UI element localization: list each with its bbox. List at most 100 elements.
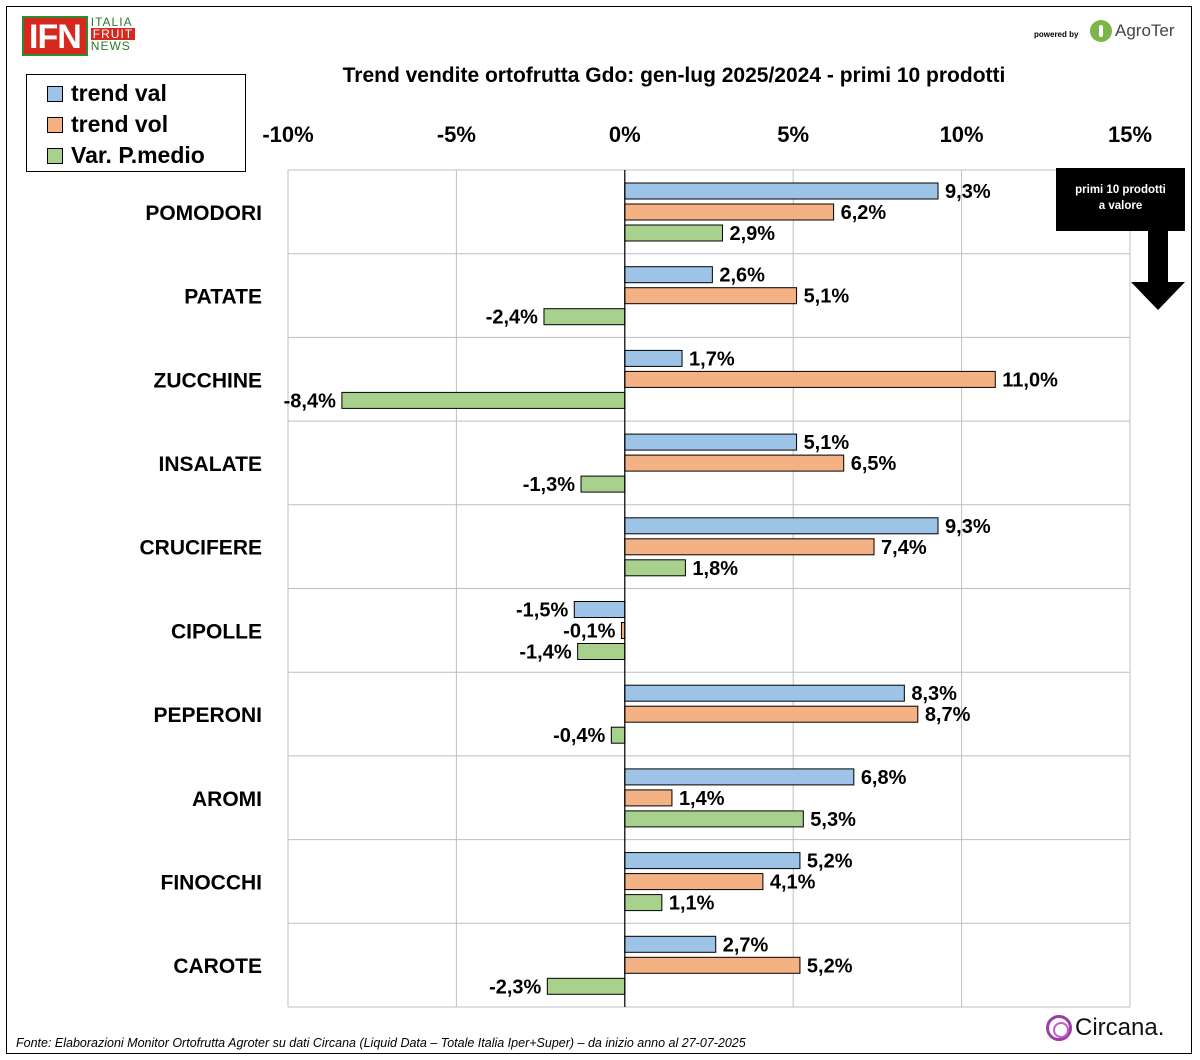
- data-label: -2,3%: [489, 976, 541, 998]
- bar: [624, 559, 686, 577]
- data-label: 5,3%: [810, 809, 856, 831]
- data-label: 4,1%: [770, 872, 816, 894]
- bar: [610, 726, 626, 744]
- chart-legend: trend val trend vol Var. P.medio: [26, 74, 246, 172]
- ifn-logo-line2: FRUIT: [90, 27, 136, 41]
- ifn-logo-mark: IFN: [22, 16, 88, 56]
- chart-frame: [6, 6, 1192, 1054]
- bar: [624, 705, 919, 723]
- data-label: -1,4%: [519, 642, 571, 664]
- x-tick-label: 0%: [609, 122, 641, 147]
- bar: [624, 789, 673, 807]
- data-label: 5,1%: [804, 286, 850, 308]
- data-label: 1,1%: [669, 893, 715, 915]
- category-label: CAROTE: [173, 955, 262, 978]
- data-label: 9,3%: [945, 181, 991, 203]
- top10-note-line1: primi 10 prodotti: [1075, 184, 1166, 196]
- data-label: -8,4%: [284, 390, 336, 412]
- legend-item-trend-vol: trend vol: [47, 109, 245, 140]
- x-tick-label: -5%: [437, 122, 476, 147]
- data-label: 6,8%: [861, 767, 907, 789]
- bar: [624, 433, 798, 451]
- agroter-logo: AgroTer: [1090, 20, 1175, 42]
- bar: [624, 224, 723, 242]
- bar: [624, 538, 875, 556]
- data-label: 11,0%: [1002, 369, 1058, 391]
- category-label: PEPERONI: [153, 704, 262, 727]
- legend-item-var-pmedio: Var. P.medio: [47, 140, 245, 171]
- legend-swatch-trend-vol: [47, 116, 63, 133]
- x-tick-label: 15%: [1108, 122, 1152, 147]
- category-label: ZUCCHINE: [154, 369, 263, 392]
- agroter-wordmark: AgroTer: [1115, 21, 1175, 40]
- data-label: 2,9%: [729, 223, 775, 245]
- category-label: PATATE: [184, 286, 262, 309]
- legend-item-trend-val: trend val: [47, 78, 245, 109]
- source-footnote: Fonte: Elaborazioni Monitor Ortofrutta A…: [16, 1036, 746, 1050]
- bar: [624, 956, 801, 974]
- category-label: INSALATE: [159, 453, 262, 476]
- bar: [624, 852, 801, 870]
- category-label: CIPOLLE: [171, 620, 262, 643]
- legend-label-trend-val: trend val: [71, 80, 167, 106]
- data-label: 7,4%: [881, 537, 927, 559]
- bar: [624, 454, 845, 472]
- legend-swatch-var-pmedio: [47, 147, 63, 164]
- data-label: 5,2%: [807, 851, 853, 873]
- data-label: -1,5%: [516, 600, 568, 622]
- bar: [341, 391, 626, 409]
- bar: [624, 517, 939, 535]
- ifn-logo-line3: NEWS: [90, 39, 131, 53]
- data-label: 1,8%: [692, 558, 738, 580]
- agroter-tree-icon: [1090, 20, 1112, 42]
- data-label: -1,3%: [523, 474, 575, 496]
- down-arrow-head-icon: [1131, 282, 1185, 310]
- category-label: FINOCCHI: [161, 871, 263, 894]
- bar: [624, 810, 804, 828]
- bar: [624, 935, 717, 953]
- bar: [624, 349, 683, 367]
- bar: [624, 287, 798, 305]
- powered-by-label: powered by: [1034, 30, 1079, 39]
- data-label: -0,1%: [563, 621, 615, 643]
- x-tick-label: 10%: [940, 122, 984, 147]
- circana-mark-icon: [1046, 1015, 1072, 1041]
- x-tick-label: -10%: [262, 122, 313, 147]
- data-label: 2,6%: [719, 265, 765, 287]
- bar: [543, 308, 626, 326]
- bar: [624, 768, 855, 786]
- ifn-logo-line1: ITALIA: [90, 15, 133, 29]
- data-label: 6,2%: [841, 202, 887, 224]
- data-label: 5,2%: [807, 955, 853, 977]
- category-label: AROMI: [192, 788, 262, 811]
- bar: [577, 643, 626, 660]
- legend-label-trend-vol: trend vol: [71, 111, 169, 137]
- circana-wordmark: Circana.: [1075, 1014, 1165, 1041]
- ifn-logo-wordmark: ITALIA FRUIT NEWS: [90, 15, 136, 53]
- bar: [624, 684, 905, 702]
- data-label: 1,7%: [689, 348, 735, 370]
- data-label: 8,7%: [925, 704, 971, 726]
- bar: [624, 203, 835, 221]
- bar: [573, 601, 626, 618]
- bar: [624, 266, 713, 284]
- data-label: 5,1%: [804, 432, 850, 454]
- data-label: 8,3%: [911, 683, 957, 705]
- bar: [624, 873, 764, 891]
- data-label: 9,3%: [945, 516, 991, 538]
- bar: [624, 370, 996, 388]
- data-label: 6,5%: [851, 453, 897, 475]
- bar: [624, 894, 663, 912]
- category-label: POMODORI: [145, 202, 262, 225]
- legend-label-var-pmedio: Var. P.medio: [71, 142, 205, 168]
- x-tick-label: 5%: [777, 122, 809, 147]
- down-arrow-icon: [1148, 231, 1168, 283]
- data-label: 2,7%: [723, 934, 769, 956]
- top10-note-box: primi 10 prodotti a valore: [1056, 168, 1185, 231]
- data-label: -0,4%: [553, 725, 605, 747]
- data-label: -2,4%: [486, 307, 538, 329]
- bar: [624, 182, 939, 200]
- bar: [546, 977, 626, 995]
- data-label: 1,4%: [679, 788, 725, 810]
